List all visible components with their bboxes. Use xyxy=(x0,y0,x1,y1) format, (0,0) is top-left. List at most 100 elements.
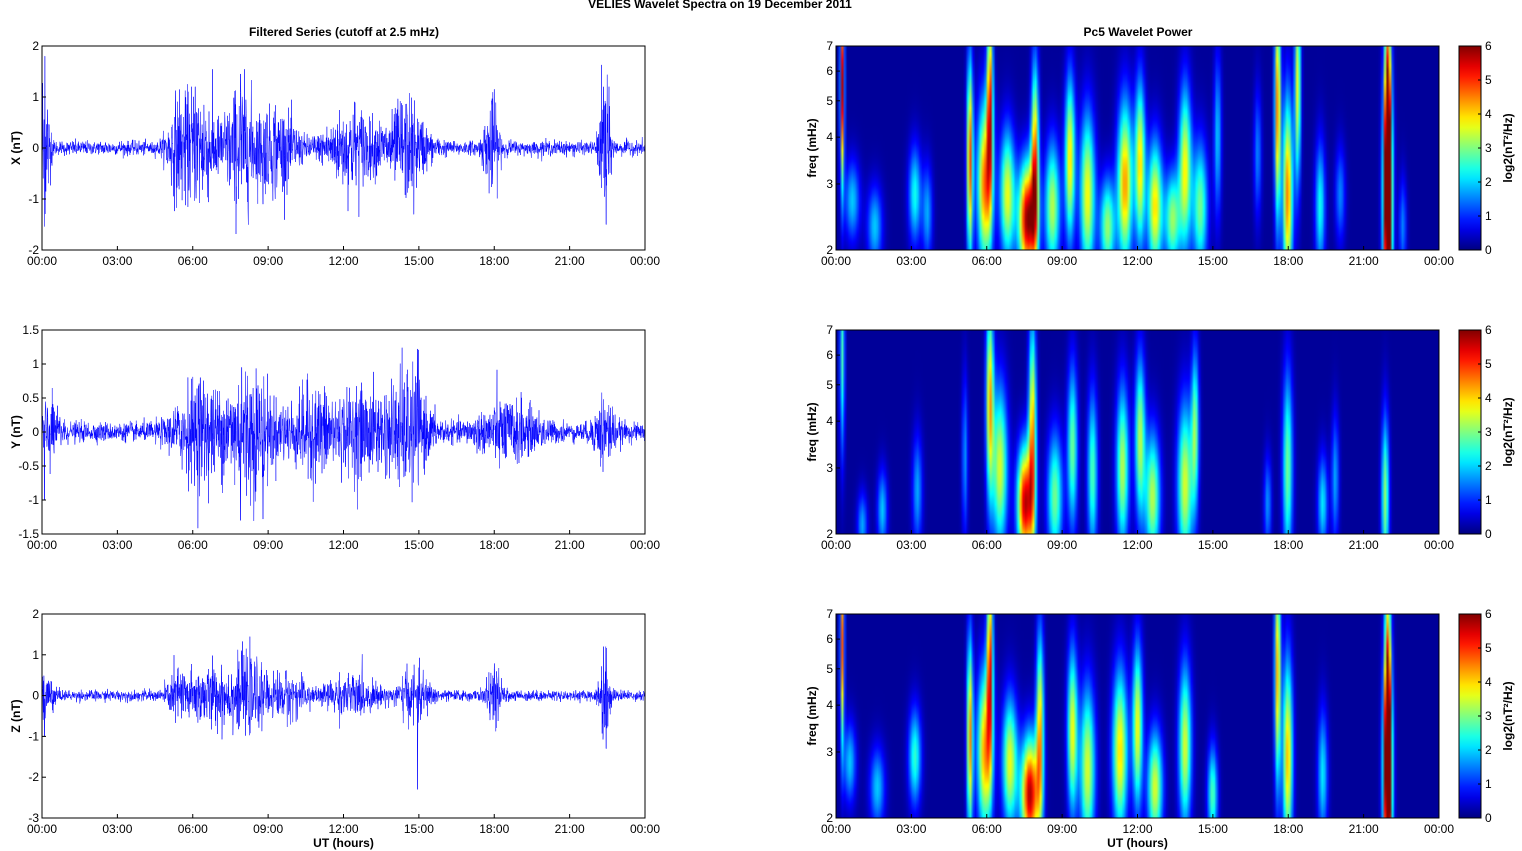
colorbar-label: log2(nT²/Hz) xyxy=(1501,397,1515,466)
line-panel-xtick-label: 12:00 xyxy=(328,538,358,552)
line-panel-xtick-label: 21:00 xyxy=(555,254,585,268)
ytick-label: 7 xyxy=(826,39,833,53)
line-panel-xtick-label: 00:00 xyxy=(27,538,57,552)
ylabel: freq (mHz) xyxy=(805,118,819,177)
colorbar-tick-label: 2 xyxy=(1485,459,1492,473)
xlabel: UT (hours) xyxy=(1107,836,1168,850)
ytick-label: 2 xyxy=(826,811,833,825)
heat-panel-xtick-label: 12:00 xyxy=(1122,538,1152,552)
ytick-label: -1 xyxy=(28,729,39,743)
heat-panel-xtick-label: 18:00 xyxy=(1273,822,1303,836)
colorbar-tick-label: 1 xyxy=(1485,209,1492,223)
heat-panel-xtick-label: 09:00 xyxy=(1047,254,1077,268)
line-panel-xtick-label: 21:00 xyxy=(555,822,585,836)
heat-panel-xtick-label: 03:00 xyxy=(896,254,926,268)
heat-panel-xtick-label: 00:00 xyxy=(821,822,851,836)
line-panel-xtick-label: 15:00 xyxy=(404,822,434,836)
heat-panel-xtick-label: 06:00 xyxy=(972,538,1002,552)
line-panel-xtick-label: 00:00 xyxy=(27,254,57,268)
heat-panel-xtick-label: 00:00 xyxy=(1424,254,1454,268)
ytick-label: 5 xyxy=(826,94,833,108)
heat-panel-xtick-label: 18:00 xyxy=(1273,254,1303,268)
heat-panel-xtick-label: 15:00 xyxy=(1198,822,1228,836)
heat-panel-xtick-label: 15:00 xyxy=(1198,254,1228,268)
ylabel: freq (mHz) xyxy=(805,686,819,745)
colorbar-label: log2(nT²/Hz) xyxy=(1501,113,1515,182)
colorbar-tick-label: 0 xyxy=(1485,811,1492,825)
colorbar-tick-label: 5 xyxy=(1485,357,1492,371)
ytick-label: 0 xyxy=(32,141,39,155)
ytick-label: 6 xyxy=(826,632,833,646)
heat-panel-xtick-label: 00:00 xyxy=(1424,538,1454,552)
ytick-label: 1 xyxy=(32,357,39,371)
colorbar-tick-label: 6 xyxy=(1485,39,1492,53)
colorbar-tick-label: 5 xyxy=(1485,641,1492,655)
ytick-label: 0.5 xyxy=(22,391,39,405)
ytick-label: -2 xyxy=(28,770,39,784)
line-panel-xtick-label: 06:00 xyxy=(178,538,208,552)
colorbar-tick-label: 0 xyxy=(1485,243,1492,257)
colorbar-tick-label: 3 xyxy=(1485,141,1492,155)
right-column-title: Pc5 Wavelet Power xyxy=(1084,25,1193,39)
line-panel-xtick-label: 09:00 xyxy=(253,538,283,552)
heat-panel-xtick-label: 12:00 xyxy=(1122,254,1152,268)
heat-panel-xtick-label: 00:00 xyxy=(821,254,851,268)
heat-panel-xtick-label: 06:00 xyxy=(972,254,1002,268)
colorbar xyxy=(1458,45,1482,251)
line-panel-xtick-label: 15:00 xyxy=(404,254,434,268)
ytick-label: 1 xyxy=(32,648,39,662)
line-panel-xtick-label: 00:00 xyxy=(630,538,660,552)
wavelet-heatmap-5 xyxy=(836,614,1439,818)
line-panel-xtick-label: 00:00 xyxy=(27,822,57,836)
ytick-label: -1.5 xyxy=(18,527,39,541)
ytick-label: -3 xyxy=(28,811,39,825)
wavelet-heatmap-4 xyxy=(836,330,1439,534)
plot-frame xyxy=(41,613,646,819)
ytick-label: 5 xyxy=(826,378,833,392)
colorbar-tick-label: 2 xyxy=(1485,743,1492,757)
line-panel-xtick-label: 12:00 xyxy=(328,822,358,836)
ylabel: Y (nT) xyxy=(9,415,23,449)
ytick-label: 0 xyxy=(32,425,39,439)
ytick-label: -1 xyxy=(28,493,39,507)
line-panel-xtick-label: 00:00 xyxy=(630,254,660,268)
ytick-label: 1 xyxy=(32,90,39,104)
ylabel: X (nT) xyxy=(9,131,23,165)
colorbar-tick-label: 4 xyxy=(1485,391,1492,405)
colorbar-tick-label: 3 xyxy=(1485,709,1492,723)
heat-panel-xtick-label: 06:00 xyxy=(972,822,1002,836)
line-panel-xtick-label: 15:00 xyxy=(404,538,434,552)
ytick-label: 4 xyxy=(826,130,833,144)
figure-title: VELIES Wavelet Spectra on 19 December 20… xyxy=(588,0,852,11)
colorbar-tick-label: 0 xyxy=(1485,527,1492,541)
line-panel-xtick-label: 21:00 xyxy=(555,538,585,552)
ytick-label: 6 xyxy=(826,64,833,78)
colorbar-tick-label: 6 xyxy=(1485,607,1492,621)
heat-panel-xtick-label: 09:00 xyxy=(1047,538,1077,552)
left-column-title: Filtered Series (cutoff at 2.5 mHz) xyxy=(249,25,439,39)
xlabel: UT (hours) xyxy=(313,836,374,850)
line-panel-xtick-label: 00:00 xyxy=(630,822,660,836)
line-panel-xtick-label: 06:00 xyxy=(178,822,208,836)
colorbar-label: log2(nT²/Hz) xyxy=(1501,681,1515,750)
heat-panel-xtick-label: 21:00 xyxy=(1349,822,1379,836)
line-panel-xtick-label: 09:00 xyxy=(253,254,283,268)
heat-panel-xtick-label: 03:00 xyxy=(896,538,926,552)
ytick-label: 4 xyxy=(826,698,833,712)
heat-panel-xtick-label: 09:00 xyxy=(1047,822,1077,836)
series-line-1 xyxy=(41,347,646,529)
ytick-label: 6 xyxy=(826,348,833,362)
ytick-label: 3 xyxy=(826,745,833,759)
ylabel: Z (nT) xyxy=(9,699,23,732)
line-panel-xtick-label: 18:00 xyxy=(479,822,509,836)
colorbar-tick-label: 6 xyxy=(1485,323,1492,337)
heat-panel-xtick-label: 18:00 xyxy=(1273,538,1303,552)
ytick-label: 2 xyxy=(826,243,833,257)
colorbar-tick-label: 1 xyxy=(1485,493,1492,507)
ytick-label: 4 xyxy=(826,414,833,428)
ytick-label: 7 xyxy=(826,323,833,337)
line-panel-xtick-label: 03:00 xyxy=(102,538,132,552)
series-line-2 xyxy=(41,636,646,790)
ytick-label: -1 xyxy=(28,192,39,206)
